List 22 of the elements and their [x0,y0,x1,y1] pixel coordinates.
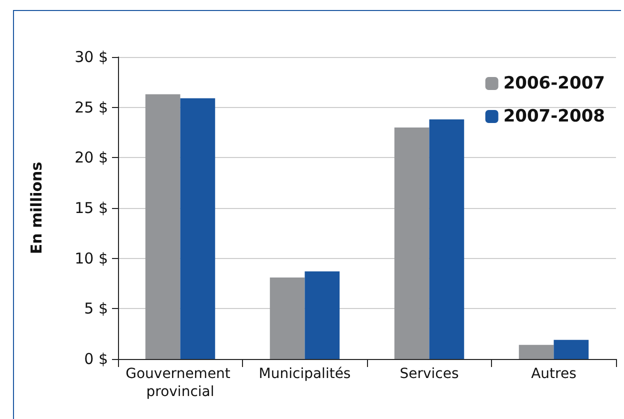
y-tick-label: 15 $ [74,199,108,217]
y-tick-label: 30 $ [74,48,108,66]
bar [304,271,340,359]
x-tick-label: Municipalités [258,366,351,382]
bar [394,127,430,359]
y-axis-title: En millions [28,162,46,254]
bar [429,119,464,359]
y-tick-label: 10 $ [74,249,108,268]
x-tick-label: Autres [531,366,576,382]
bar [554,340,589,359]
bar [145,94,180,359]
x-tick-label: Gouvernement provincial [126,366,235,400]
y-tick-label: 0 $ [84,350,108,368]
y-tick-label: 5 $ [84,300,108,318]
y-tick-label: 20 $ [74,148,108,167]
y-tick-label: 25 $ [74,98,108,116]
bar [270,277,305,359]
legend-label: 2006-2007 [503,74,606,94]
bar [518,344,554,359]
x-tick-label: Services [400,366,459,382]
legend-label: 2007-2008 [503,106,606,126]
bar [180,98,216,359]
